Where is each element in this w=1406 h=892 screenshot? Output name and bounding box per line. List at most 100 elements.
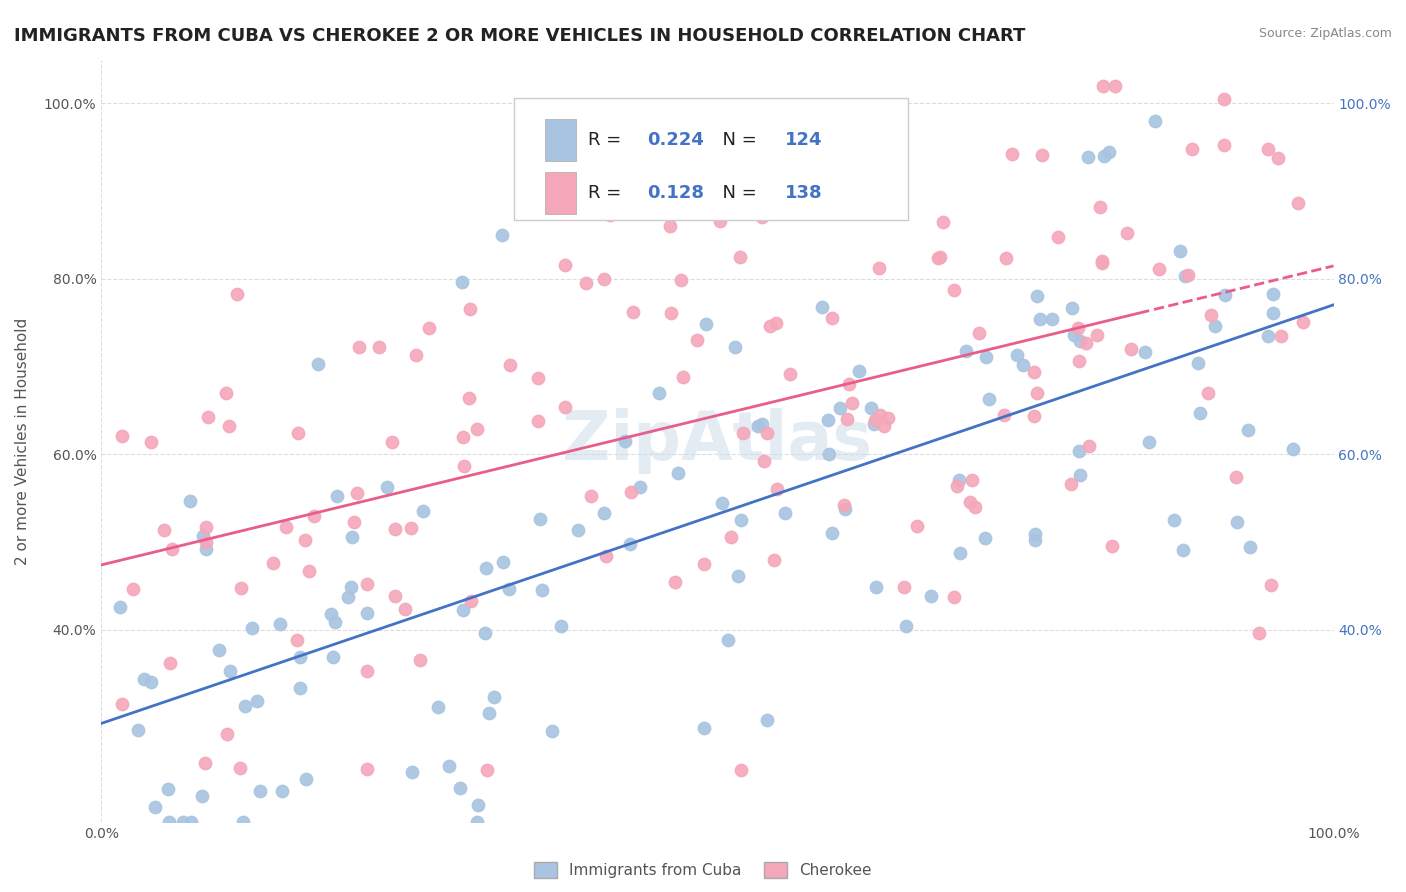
Point: [141, 435, 163, 450]
Point: [156, 782, 179, 797]
Point: [531, 583, 554, 598]
Point: [1047, 230, 1070, 244]
Point: [1090, 254, 1112, 268]
Point: [294, 533, 316, 548]
Point: [127, 723, 149, 738]
Point: [439, 759, 461, 773]
Point: [219, 664, 242, 678]
Point: [567, 523, 589, 537]
Point: [859, 401, 882, 415]
Text: ZipAtlas: ZipAtlas: [562, 408, 873, 474]
Point: [751, 417, 773, 431]
Point: [229, 761, 252, 775]
Point: [720, 152, 742, 166]
Point: [1062, 301, 1084, 315]
Text: IMMIGRANTS FROM CUBA VS CHEROKEE 2 OR MORE VEHICLES IN HOUSEHOLD CORRELATION CHA: IMMIGRANTS FROM CUBA VS CHEROKEE 2 OR MO…: [14, 27, 1025, 45]
Point: [693, 558, 716, 572]
Text: R =: R =: [588, 130, 627, 149]
Point: [932, 215, 955, 229]
Point: [599, 208, 621, 222]
Point: [834, 502, 856, 516]
Point: [1091, 256, 1114, 270]
Point: [1059, 477, 1081, 491]
Point: [1067, 443, 1090, 458]
Point: [550, 618, 572, 632]
Point: [401, 521, 423, 535]
Text: 138: 138: [785, 184, 823, 202]
Point: [191, 789, 214, 803]
Point: [1022, 365, 1045, 379]
Point: [477, 763, 499, 777]
Point: [967, 326, 990, 340]
Point: [1270, 329, 1292, 343]
Point: [593, 507, 616, 521]
Point: [1174, 268, 1197, 283]
Point: [285, 632, 308, 647]
Point: [575, 276, 598, 290]
Point: [218, 419, 240, 434]
Point: [759, 318, 782, 333]
Point: [863, 417, 886, 431]
Point: [307, 357, 329, 371]
Point: [963, 500, 986, 514]
Point: [160, 542, 183, 557]
Point: [394, 602, 416, 616]
Point: [1212, 138, 1234, 153]
Point: [460, 301, 482, 316]
Point: [751, 210, 773, 224]
Point: [384, 522, 406, 536]
Point: [460, 594, 482, 608]
Point: [121, 582, 143, 597]
Point: [143, 799, 166, 814]
Point: [959, 495, 981, 509]
Point: [195, 520, 218, 534]
Point: [298, 564, 321, 578]
Point: [288, 649, 311, 664]
Point: [724, 340, 747, 354]
Point: [465, 815, 488, 830]
Point: [717, 633, 740, 648]
Point: [1286, 196, 1309, 211]
Point: [451, 430, 474, 444]
Text: N =: N =: [711, 184, 763, 202]
Point: [628, 480, 651, 494]
Point: [727, 569, 749, 583]
Point: [948, 473, 970, 487]
Point: [1257, 328, 1279, 343]
Point: [179, 494, 201, 508]
Point: [346, 485, 368, 500]
Point: [323, 615, 346, 629]
Point: [1260, 578, 1282, 592]
Point: [401, 765, 423, 780]
Point: [1078, 439, 1101, 453]
Point: [928, 250, 950, 264]
Point: [592, 272, 614, 286]
Point: [467, 797, 489, 812]
Point: [905, 519, 928, 533]
Point: [197, 410, 219, 425]
Point: [955, 344, 977, 359]
Point: [262, 556, 284, 570]
Point: [526, 371, 548, 385]
Point: [993, 408, 1015, 422]
Text: Source: ZipAtlas.com: Source: ZipAtlas.com: [1258, 27, 1392, 40]
Point: [325, 489, 347, 503]
Point: [1101, 539, 1123, 553]
Text: 124: 124: [785, 130, 823, 149]
Point: [669, 273, 692, 287]
Point: [110, 599, 132, 614]
Point: [1197, 386, 1219, 401]
Point: [686, 334, 709, 348]
Point: [1116, 226, 1139, 240]
Point: [342, 530, 364, 544]
Point: [943, 283, 966, 297]
Point: [1201, 308, 1223, 322]
Point: [619, 537, 641, 551]
Text: 0.128: 0.128: [647, 184, 704, 202]
Point: [458, 391, 481, 405]
Point: [491, 555, 513, 569]
Point: [336, 590, 359, 604]
Point: [302, 508, 325, 523]
Point: [977, 392, 1000, 406]
Point: [1261, 287, 1284, 301]
